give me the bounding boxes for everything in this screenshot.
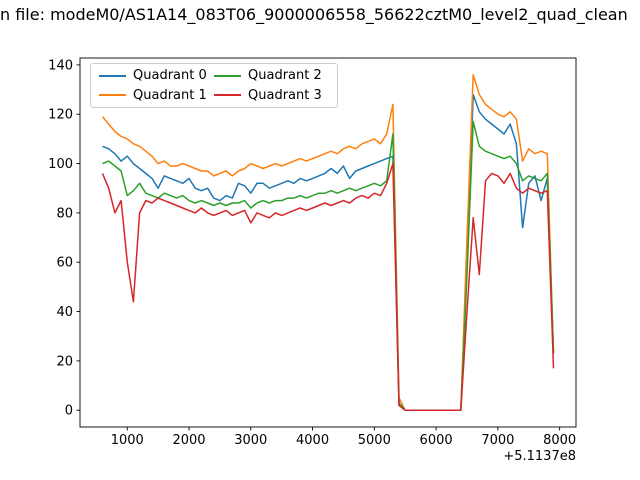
y-tick-label: 100 xyxy=(48,157,73,172)
y-tick-label: 60 xyxy=(56,256,73,271)
series-line-quadrant-3 xyxy=(101,162,555,411)
legend-item-quadrant-2: Quadrant 2 xyxy=(214,68,329,83)
chart-title: n file: modeM0/AS1A14_083T06_9000006558_… xyxy=(0,5,628,24)
x-tick-label: 8000 xyxy=(543,433,576,448)
y-tick-label: 0 xyxy=(65,404,73,419)
x-tick-label: 4000 xyxy=(296,433,329,448)
x-tick-label: 5000 xyxy=(358,433,391,448)
legend-label-quadrant-1: Quadrant 1 xyxy=(133,87,207,103)
legend-line-quadrant-3-icon xyxy=(214,94,241,97)
legend-label-quadrant-2: Quadrant 2 xyxy=(248,68,322,84)
legend-item-quadrant-0: Quadrant 0 xyxy=(99,68,214,83)
legend: Quadrant 0 Quadrant 1 Quadrant 2 Quadran… xyxy=(90,63,338,108)
y-tick-label: 80 xyxy=(56,206,73,221)
legend-line-quadrant-0-icon xyxy=(99,74,126,77)
series-line-quadrant-1 xyxy=(101,74,555,411)
x-tick-label: 1000 xyxy=(111,433,144,448)
series-line-quadrant-0 xyxy=(102,93,555,411)
y-tick-label: 40 xyxy=(56,305,73,320)
y-tick-label: 140 xyxy=(48,58,73,73)
series-line-quadrant-2 xyxy=(102,120,555,411)
legend-line-quadrant-1-icon xyxy=(99,94,126,97)
plot-spines xyxy=(79,57,577,428)
legend-label-quadrant-3: Quadrant 3 xyxy=(248,87,322,103)
x-tick-label: 2000 xyxy=(172,433,205,448)
legend-line-quadrant-2-icon xyxy=(214,74,241,77)
x-tick-label: 7000 xyxy=(481,433,514,448)
legend-item-quadrant-1: Quadrant 1 xyxy=(99,88,214,103)
x-axis-offset-label: +5.1137e8 xyxy=(503,449,576,464)
y-tick-label: 20 xyxy=(56,354,73,369)
y-tick-label: 120 xyxy=(48,108,73,123)
x-tick-label: 3000 xyxy=(234,433,267,448)
x-tick-label: 6000 xyxy=(420,433,453,448)
legend-label-quadrant-0: Quadrant 0 xyxy=(133,68,207,84)
legend-item-quadrant-3: Quadrant 3 xyxy=(214,88,329,103)
